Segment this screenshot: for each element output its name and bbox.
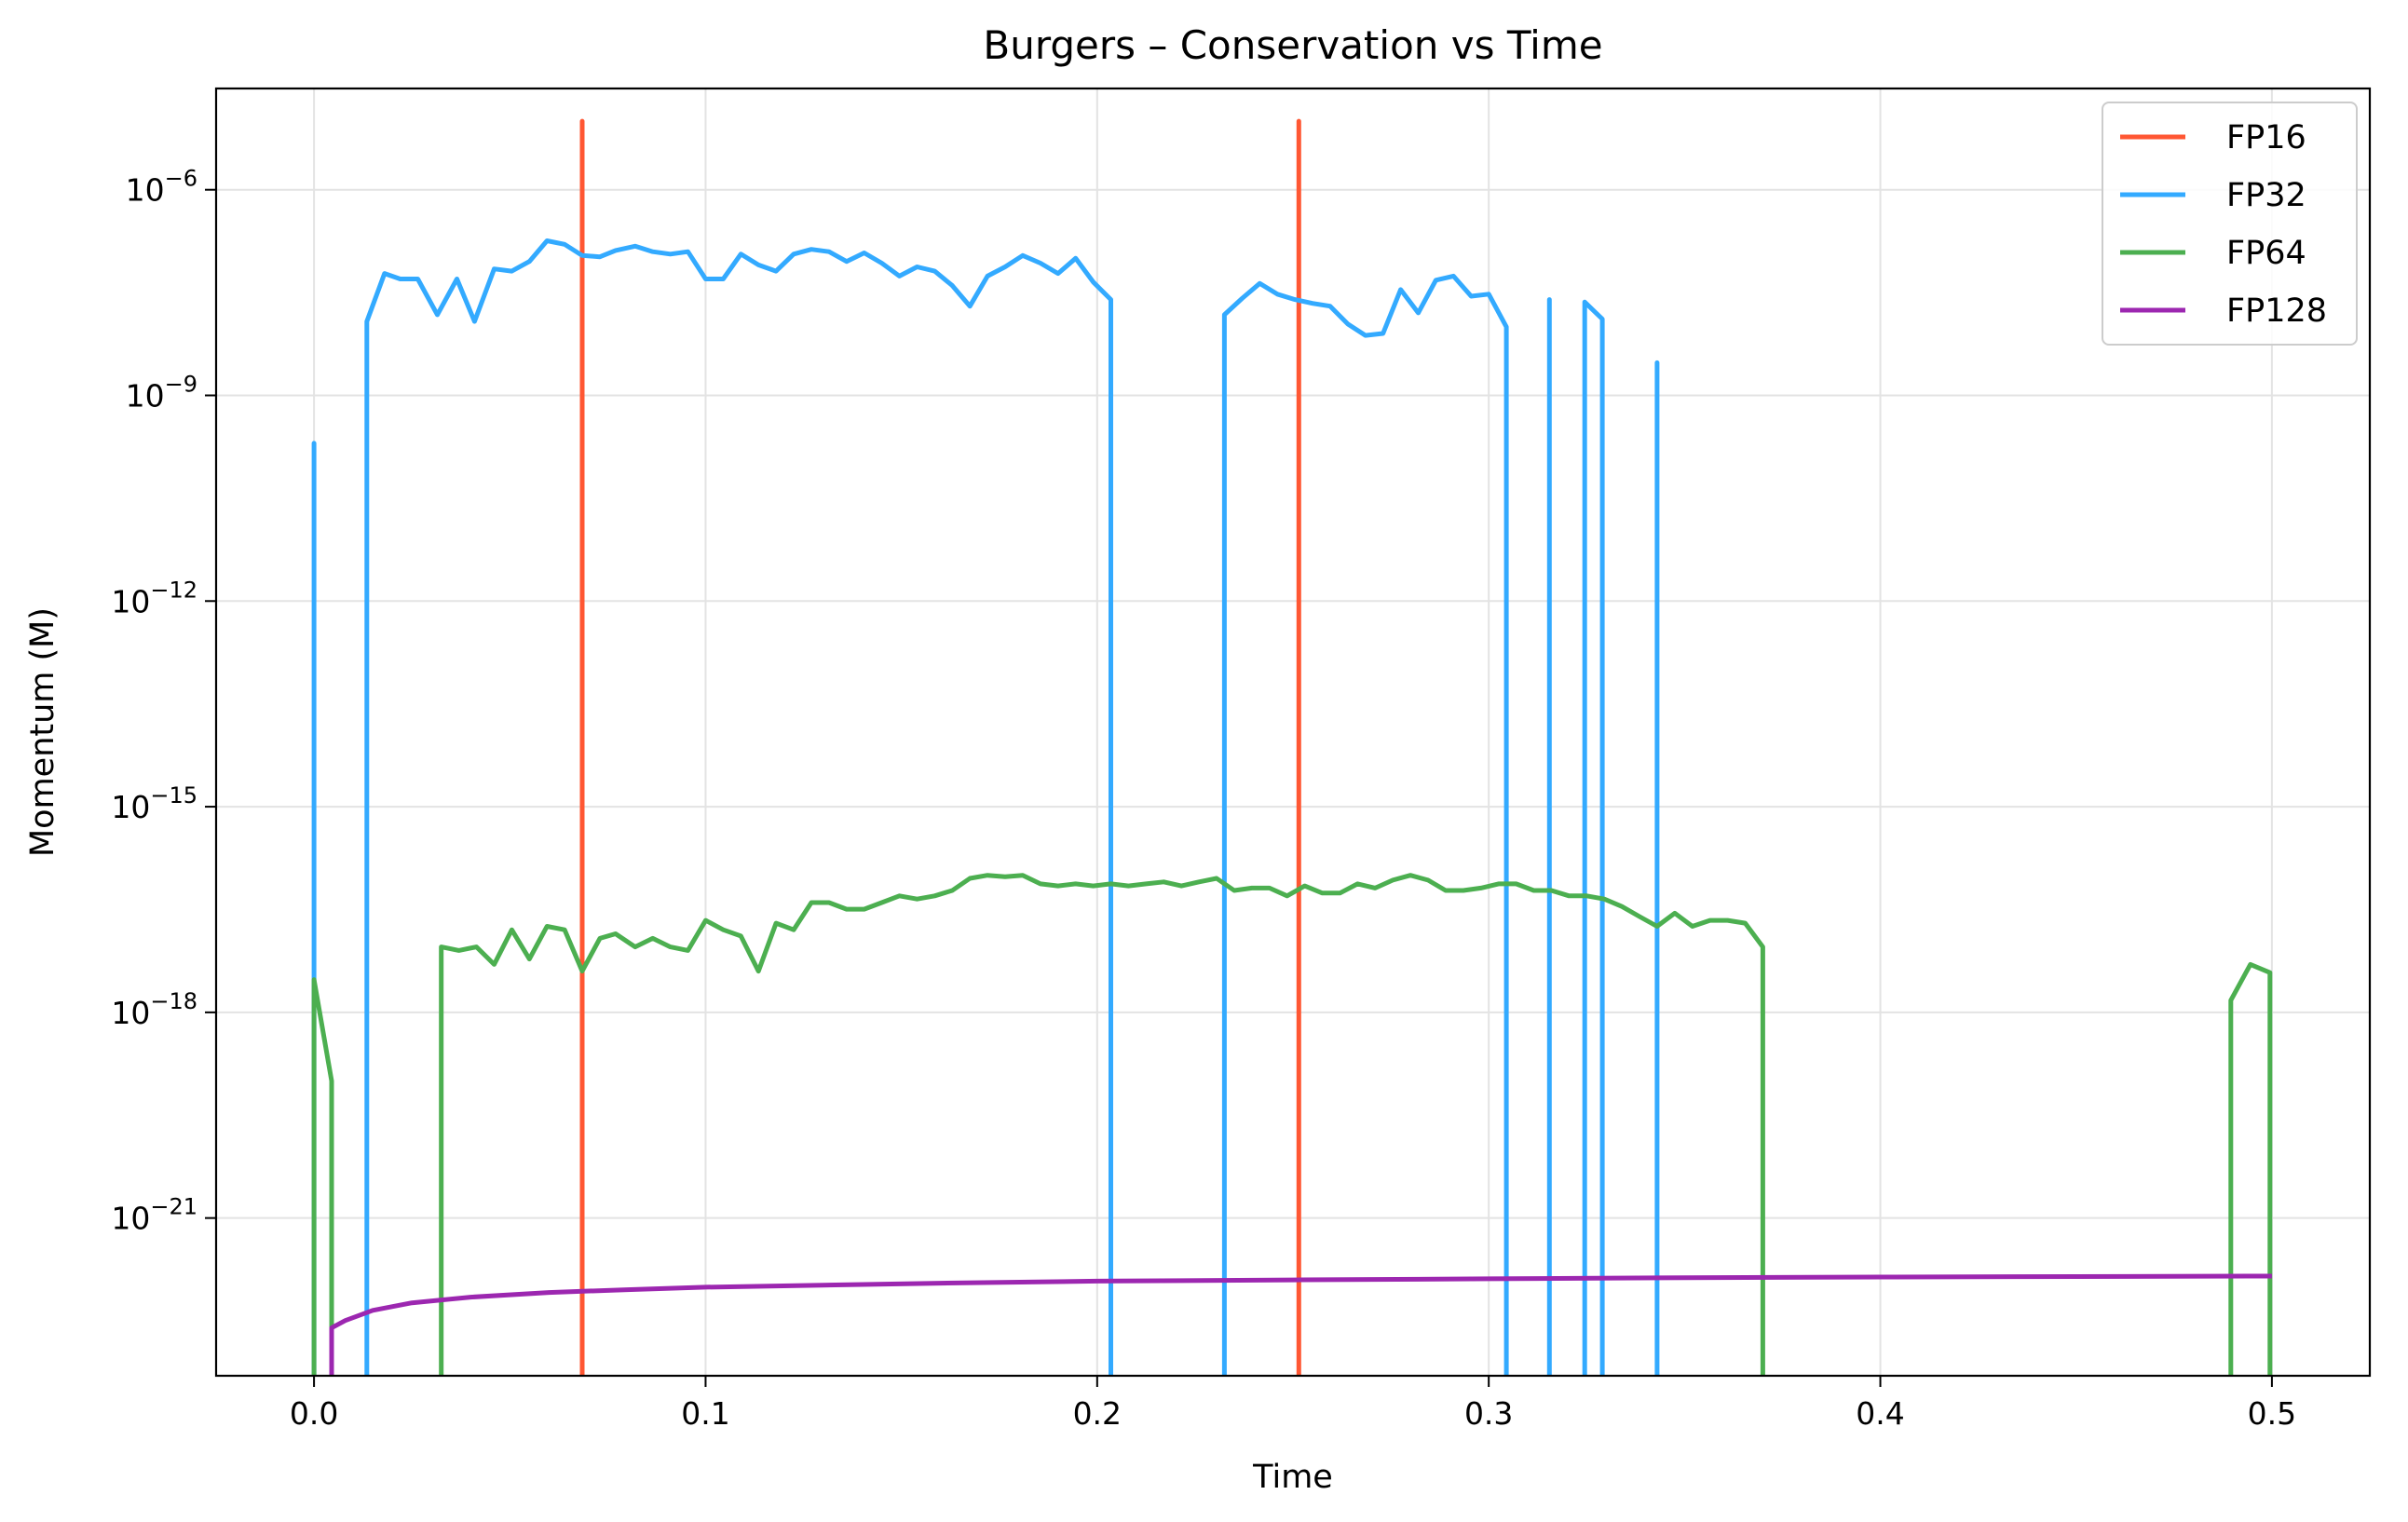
series-line-fp64 <box>2228 961 2273 1376</box>
y-tick-exponent: −18 <box>150 988 197 1014</box>
x-tick-label: 0.3 <box>1464 1395 1513 1432</box>
y-tick-label: 10−12 <box>111 577 197 619</box>
y-tick-label: 10−9 <box>126 371 197 414</box>
y-tick-label: 10−6 <box>126 166 197 209</box>
y-tick-exponent: −6 <box>165 166 197 192</box>
legend-box <box>2102 102 2358 346</box>
x-axis: 0.0 0.1 0.2 0.3 0.4 0.5 <box>290 1376 2296 1432</box>
legend-label-fp128: FP128 <box>2226 292 2327 330</box>
plot-frame <box>214 87 2372 1378</box>
series-fp16 <box>579 118 1301 1376</box>
y-tick-base: 10 <box>111 995 150 1031</box>
y-tick-base: 10 <box>126 172 165 209</box>
y-tick-base: 10 <box>111 583 150 619</box>
series-line-fp64 <box>439 873 1765 1376</box>
y-tick-exponent: −21 <box>150 1194 197 1220</box>
x-tick-label: 0.0 <box>290 1395 338 1432</box>
y-tick-exponent: −12 <box>150 577 197 603</box>
chart-title: Burgers – Conservation vs Time <box>983 22 1602 68</box>
y-tick-base: 10 <box>111 1201 150 1237</box>
y-tick-label: 10−21 <box>111 1194 197 1237</box>
x-axis-label: Time <box>1252 1459 1333 1496</box>
y-tick-exponent: −9 <box>165 371 197 397</box>
series-line-fp32 <box>1221 273 1509 1376</box>
legend-label-fp64: FP64 <box>2226 235 2306 272</box>
series-fp64 <box>311 873 2273 1376</box>
legend-label-fp32: FP32 <box>2226 177 2306 214</box>
series-line-fp128 <box>329 1273 2272 1376</box>
y-tick-base: 10 <box>126 377 165 414</box>
series-layer <box>311 118 2273 1376</box>
x-tick-label: 0.2 <box>1073 1395 1122 1432</box>
series-line-fp32 <box>364 238 1113 1376</box>
series-line-fp64 <box>311 977 334 1376</box>
y-tick-exponent: −15 <box>150 782 197 809</box>
x-tick-label: 0.4 <box>1856 1395 1904 1432</box>
x-tick-label: 0.5 <box>2248 1395 2296 1432</box>
x-tick-label: 0.1 <box>681 1395 729 1432</box>
y-tick-base: 10 <box>111 789 150 825</box>
y-tick-label: 10−15 <box>111 782 197 825</box>
legend-label-fp16: FP16 <box>2226 119 2306 156</box>
y-axis-label: Momentum (M) <box>24 607 61 857</box>
series-line-fp32 <box>1582 299 1605 1376</box>
y-tick-label: 10−18 <box>111 988 197 1031</box>
legend: FP16 FP32 FP64 FP128 <box>2102 102 2358 346</box>
series-fp128 <box>329 1273 2272 1376</box>
